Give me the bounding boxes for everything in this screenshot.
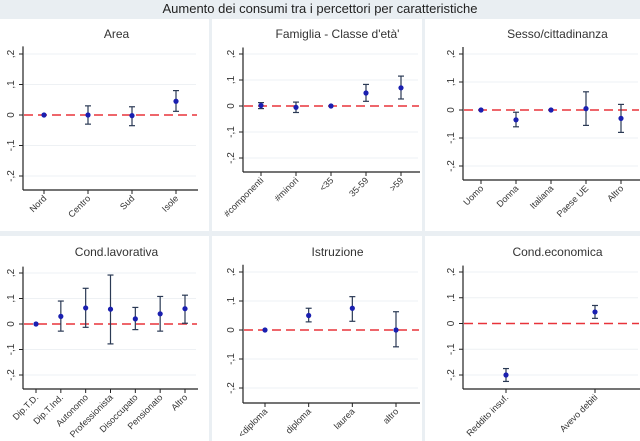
- data-point: [182, 306, 188, 312]
- y-tick-label: 0: [226, 327, 237, 333]
- y-tick-label: ,1: [226, 75, 237, 84]
- data-point: [157, 311, 163, 317]
- x-tick-label: Uomo: [461, 183, 485, 207]
- x-tick-label: Reddito insuf.: [464, 392, 510, 438]
- data-point: [306, 312, 312, 319]
- y-tick-label: ,2: [446, 49, 457, 58]
- y-tick-label: -,1: [6, 139, 17, 151]
- data-point: [129, 113, 135, 119]
- panel-title: Famiglia - Classe d'età': [276, 27, 400, 41]
- y-tick-label: ,1: [6, 294, 17, 303]
- x-tick-label: diploma: [284, 406, 313, 435]
- panel-title: Istruzione: [311, 245, 363, 259]
- panel-title: Sesso/cittadinanza: [507, 27, 608, 41]
- x-tick-label: Avevo debiti: [558, 392, 600, 434]
- data-point: [513, 117, 519, 123]
- y-tick-label: -,2: [226, 152, 237, 164]
- panel-title: Cond.lavorativa: [75, 245, 159, 259]
- y-tick-label: 0: [6, 112, 17, 118]
- x-tick-label: altro: [381, 406, 400, 425]
- data-point: [132, 316, 138, 322]
- y-tick-label: -,1: [446, 132, 457, 144]
- y-tick-label: -,2: [6, 170, 17, 182]
- data-point: [503, 372, 509, 378]
- x-tick-label: Donna: [495, 183, 521, 209]
- y-tick-label: -,2: [446, 160, 457, 172]
- y-tick-label: ,2: [6, 268, 17, 277]
- y-tick-label: ,2: [6, 49, 17, 58]
- y-tick-label: -,2: [6, 369, 17, 381]
- y-tick-label: ,1: [226, 296, 237, 305]
- data-point: [85, 112, 91, 118]
- data-point: [107, 306, 114, 312]
- y-tick-label: ,1: [446, 293, 457, 302]
- x-tick-label: Altro: [605, 183, 625, 203]
- x-tick-label: 35-59: [347, 175, 370, 198]
- main-title: Aumento dei consumi tra i percettori per…: [162, 1, 478, 16]
- data-point: [393, 327, 399, 333]
- data-point: [398, 85, 404, 91]
- data-point: [363, 90, 369, 96]
- panel-title: Area: [104, 27, 130, 41]
- y-tick-label: 0: [6, 321, 17, 327]
- y-tick-label: 0: [446, 320, 457, 326]
- data-point: [83, 305, 89, 311]
- y-tick-label: -,2: [446, 369, 457, 381]
- data-point: [262, 327, 268, 333]
- data-point: [33, 321, 39, 327]
- x-tick-label: Centro: [66, 193, 92, 219]
- x-tick-label: Italiana: [528, 183, 556, 211]
- main-title-bar: [0, 0, 640, 19]
- data-point: [478, 107, 484, 113]
- data-point: [592, 309, 598, 315]
- x-tick-label: Altro: [169, 392, 189, 412]
- x-tick-label: Isole: [160, 193, 181, 214]
- x-tick-label: Sud: [118, 193, 136, 211]
- x-tick-label: #minori: [272, 175, 300, 203]
- x-tick-label: #componenti: [222, 175, 266, 219]
- y-tick-label: -,1: [446, 343, 457, 355]
- data-point: [58, 313, 64, 319]
- y-tick-label: ,1: [446, 77, 457, 86]
- y-tick-label: ,2: [226, 267, 237, 276]
- y-tick-label: -,2: [226, 382, 237, 394]
- panel-divider: [422, 19, 425, 441]
- y-tick-label: ,2: [226, 49, 237, 58]
- x-tick-label: Nord: [28, 193, 49, 214]
- y-tick-label: -,1: [226, 353, 237, 365]
- data-point: [328, 103, 334, 109]
- x-tick-label: Paese UE: [555, 183, 591, 219]
- y-tick-label: -,1: [6, 343, 17, 355]
- panel-divider: [0, 231, 640, 236]
- y-tick-label: 0: [226, 103, 237, 109]
- y-tick-label: ,2: [446, 267, 457, 276]
- panel-title: Cond.economica: [512, 245, 602, 259]
- data-point: [258, 102, 264, 109]
- data-point: [173, 98, 179, 104]
- data-point: [618, 115, 624, 121]
- data-point: [349, 305, 355, 311]
- data-point: [548, 107, 554, 113]
- x-tick-label: <35: [318, 175, 336, 193]
- x-tick-label: >59: [388, 175, 406, 193]
- y-tick-label: ,1: [6, 80, 17, 89]
- x-tick-label: <diploma: [236, 406, 269, 439]
- data-point: [41, 112, 47, 118]
- data-point: [583, 106, 589, 112]
- panel-divider: [209, 19, 212, 441]
- x-tick-label: laurea: [332, 406, 357, 431]
- y-tick-label: 0: [446, 107, 457, 113]
- y-tick-label: -,1: [226, 126, 237, 138]
- data-point: [293, 104, 299, 110]
